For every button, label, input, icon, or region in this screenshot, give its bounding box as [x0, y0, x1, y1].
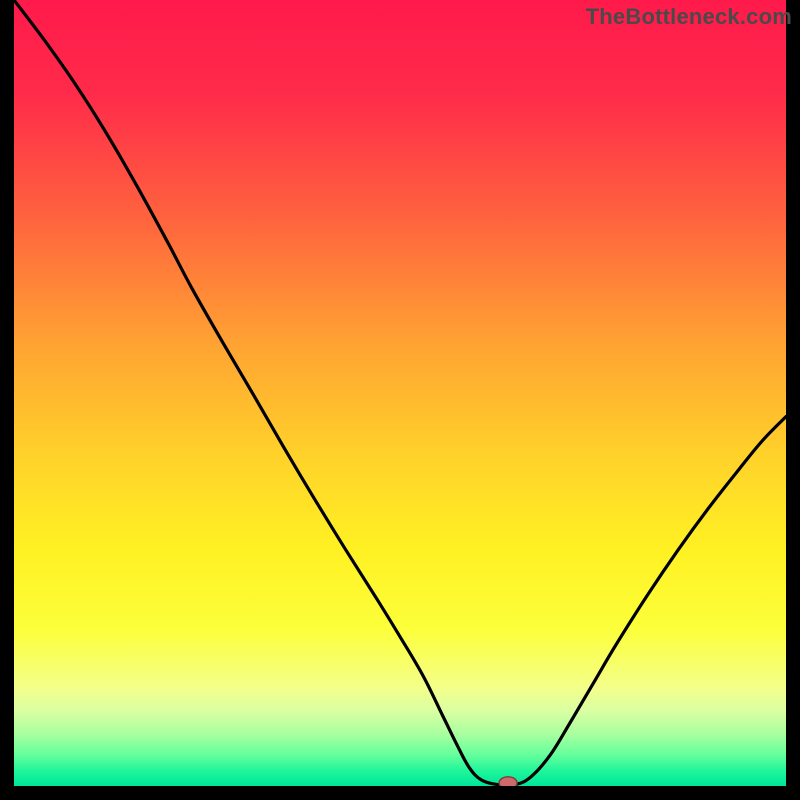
watermark-label: TheBottleneck.com: [586, 4, 792, 30]
bottleneck-chart-svg: [0, 0, 800, 800]
gradient-background: [14, 0, 786, 786]
chart-frame: TheBottleneck.com: [0, 0, 800, 800]
